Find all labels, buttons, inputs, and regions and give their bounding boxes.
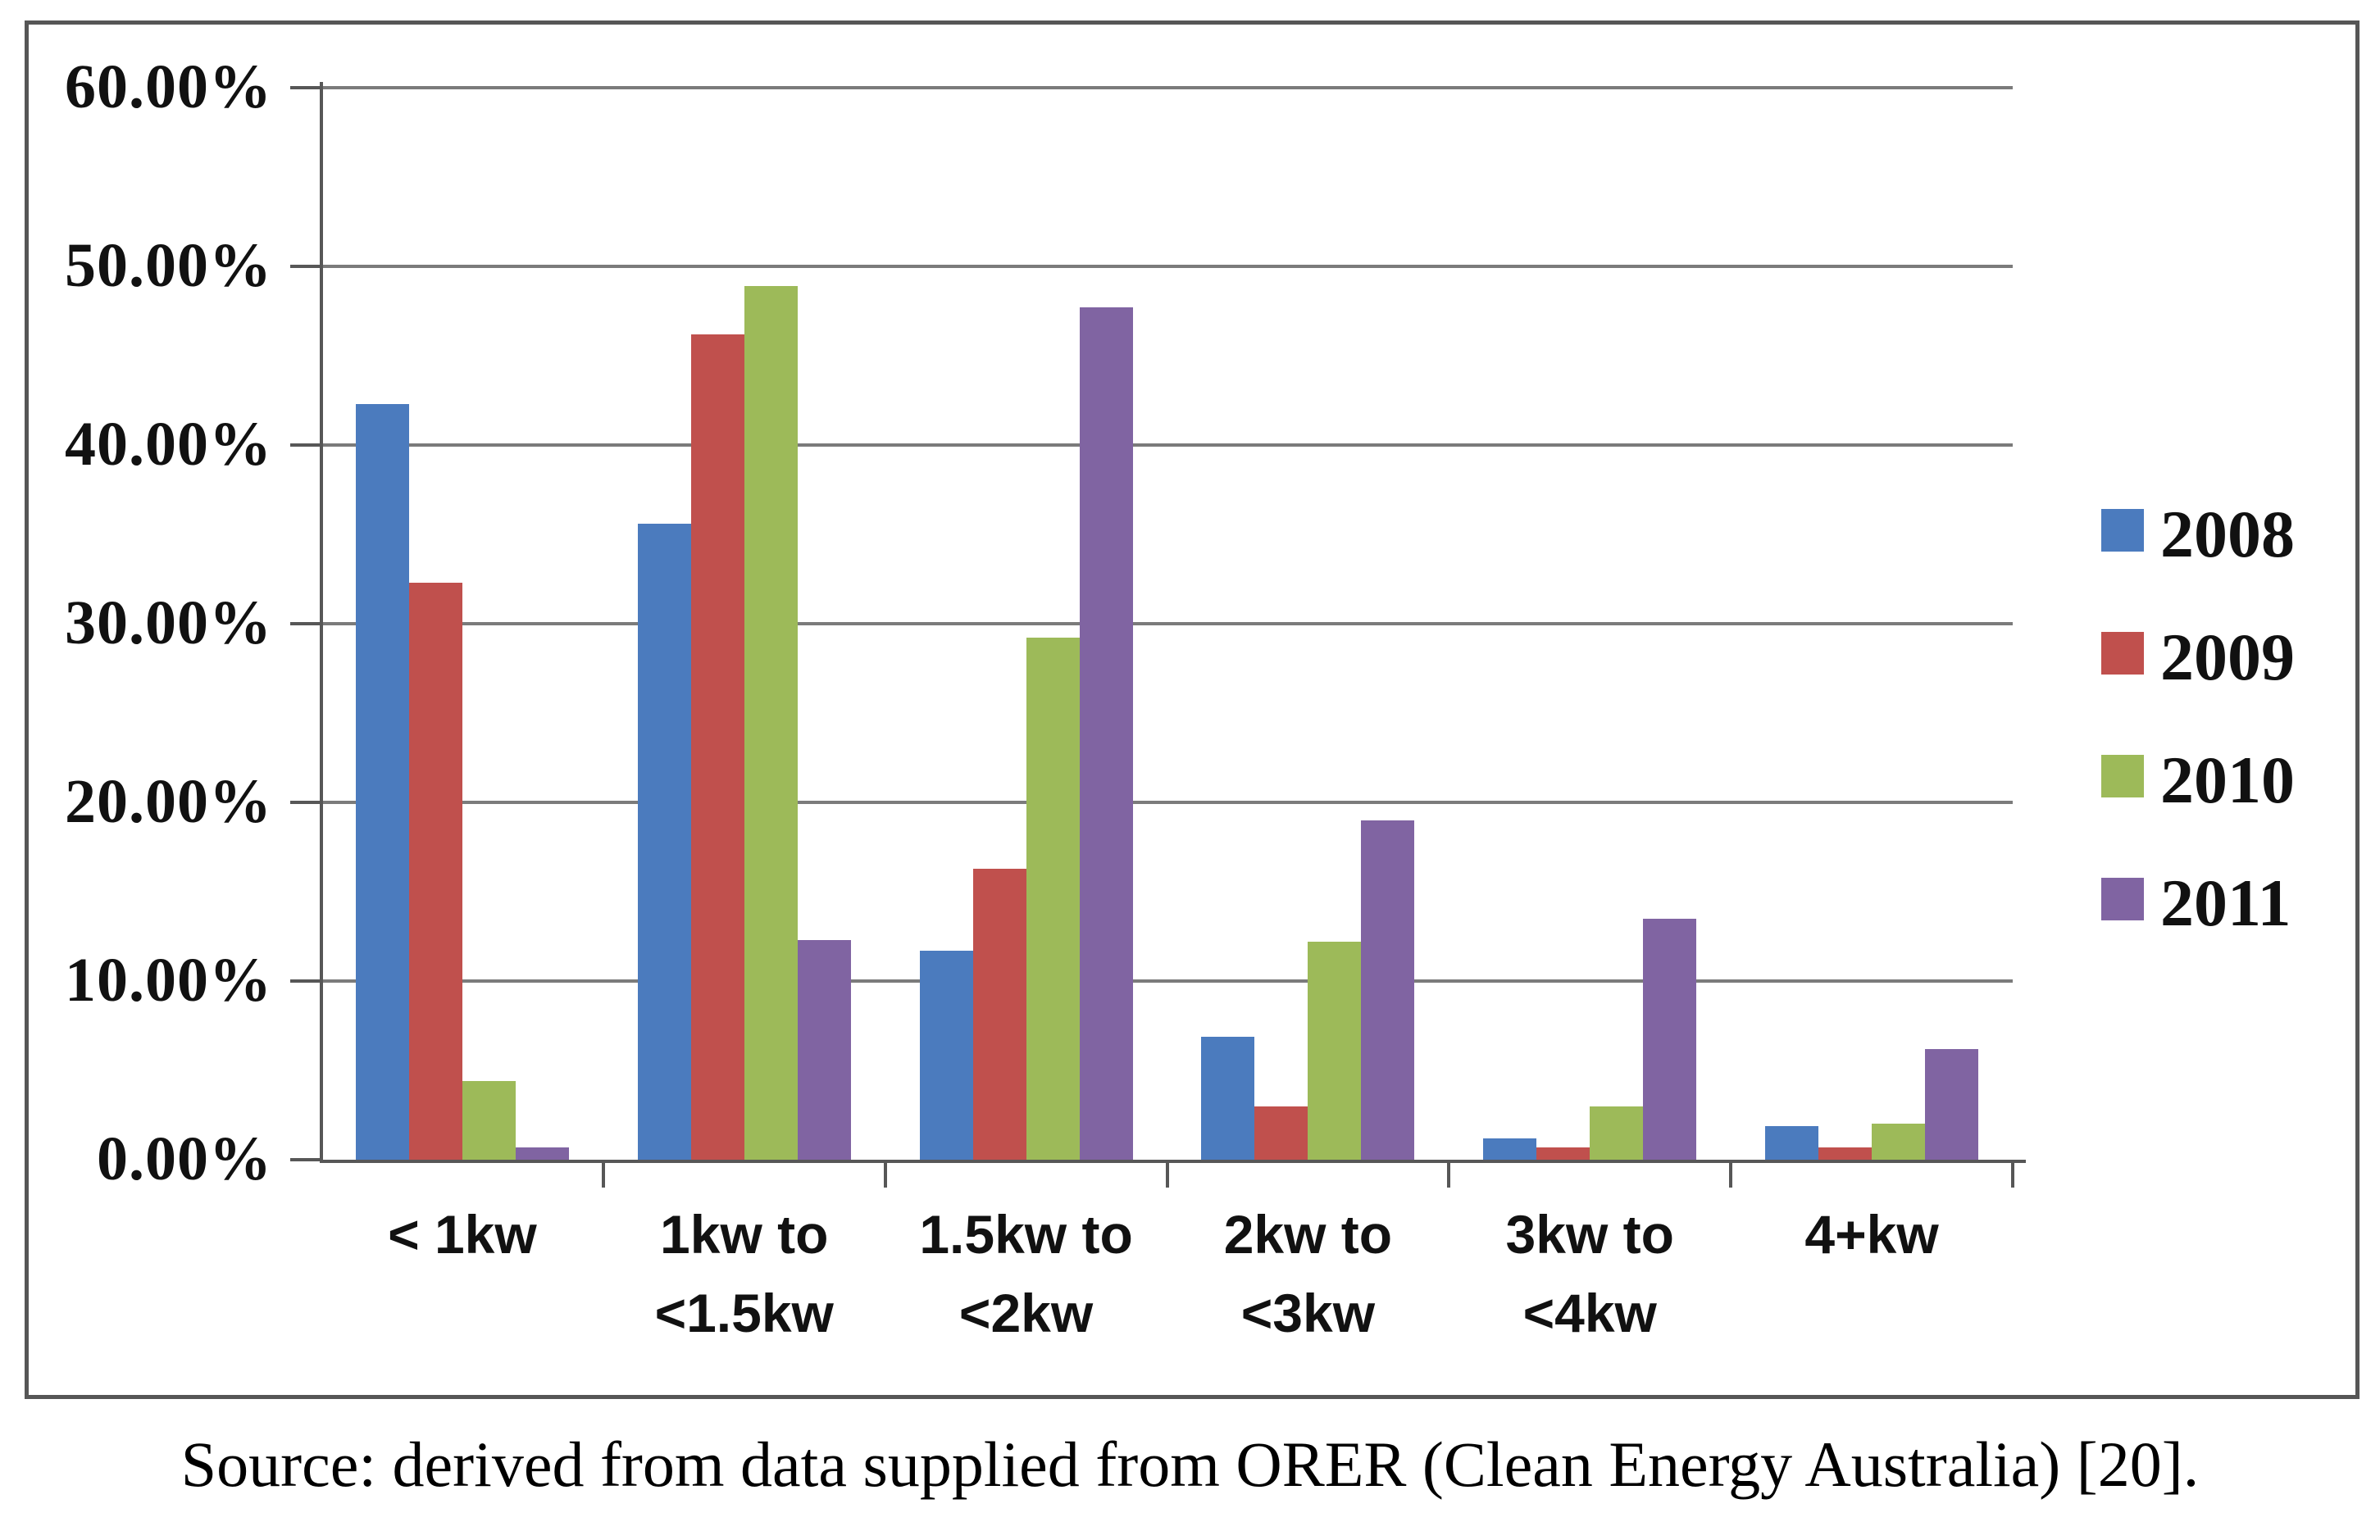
y-tick — [290, 265, 321, 268]
x-axis-line — [320, 1160, 2026, 1163]
bar-2010 — [1872, 1124, 1926, 1160]
bar-2011 — [1361, 820, 1415, 1160]
category-label: 3kw to <4kw — [1505, 1204, 1674, 1343]
bar-2010 — [1308, 942, 1362, 1160]
y-tick — [290, 801, 321, 804]
y-tick — [290, 443, 321, 447]
bar-2010 — [462, 1081, 516, 1160]
y-tick — [290, 86, 321, 89]
bar-2008 — [919, 950, 973, 1160]
y-tick-label: 50.00% — [65, 231, 272, 300]
x-tick — [1165, 1160, 1169, 1188]
x-tick — [1729, 1160, 1733, 1188]
legend-swatch — [2101, 632, 2144, 675]
bar-2008 — [1765, 1125, 1819, 1160]
bar-2011 — [797, 939, 851, 1160]
bar-2010 — [744, 285, 798, 1160]
category-label: 2kw to <3kw — [1223, 1204, 1393, 1343]
y-tick — [290, 1158, 321, 1161]
x-tick — [1447, 1160, 1451, 1188]
category-label: 4+kw — [1804, 1204, 1939, 1265]
bar-2009 — [690, 334, 744, 1160]
bar-2009 — [1254, 1106, 1308, 1160]
legend-label: 2010 — [2160, 743, 2295, 817]
bar-2009 — [1818, 1147, 1873, 1160]
bar-2008 — [355, 403, 409, 1160]
legend-swatch — [2101, 755, 2144, 797]
bar-2009 — [408, 582, 462, 1160]
bar-2009 — [1536, 1147, 1590, 1160]
y-tick-label: 60.00% — [65, 52, 272, 121]
category-label: < 1kw — [388, 1204, 537, 1265]
legend-label: 2011 — [2160, 865, 2291, 940]
y-gridline — [321, 801, 2013, 804]
y-gridline — [321, 622, 2013, 625]
y-tick-label: 10.00% — [65, 946, 272, 1015]
y-gridline — [321, 265, 2013, 268]
y-axis-line — [320, 82, 323, 1163]
bar-2011 — [1925, 1048, 1979, 1160]
legend-label: 2008 — [2160, 497, 2295, 571]
y-tick-label: 30.00% — [65, 588, 272, 657]
y-gridline — [321, 86, 2013, 89]
y-tick-label: 40.00% — [65, 410, 272, 479]
legend-swatch — [2101, 509, 2144, 552]
bar-2008 — [1483, 1138, 1537, 1160]
bar-2011 — [1079, 307, 1133, 1160]
bar-2009 — [972, 868, 1026, 1160]
x-tick — [2011, 1160, 2014, 1188]
category-label: 1.5kw to <2kw — [919, 1204, 1133, 1343]
x-tick — [601, 1160, 605, 1188]
y-gridline — [321, 443, 2013, 447]
x-tick — [883, 1160, 887, 1188]
bar-2008 — [1201, 1036, 1255, 1160]
y-tick-label: 0.00% — [97, 1124, 272, 1193]
y-tick-label: 20.00% — [65, 767, 272, 836]
bar-2010 — [1590, 1106, 1644, 1160]
legend-label: 2009 — [2160, 620, 2295, 694]
category-label: 1kw to <1.5kw — [654, 1204, 834, 1343]
y-tick — [290, 622, 321, 625]
bar-2011 — [515, 1147, 569, 1160]
y-tick — [290, 979, 321, 983]
bar-2011 — [1643, 918, 1697, 1160]
y-gridline — [321, 979, 2013, 983]
legend-swatch — [2101, 878, 2144, 920]
bar-2008 — [637, 523, 691, 1160]
source-note: Source: derived from data supplied from … — [180, 1429, 2200, 1500]
bar-2010 — [1026, 638, 1080, 1160]
